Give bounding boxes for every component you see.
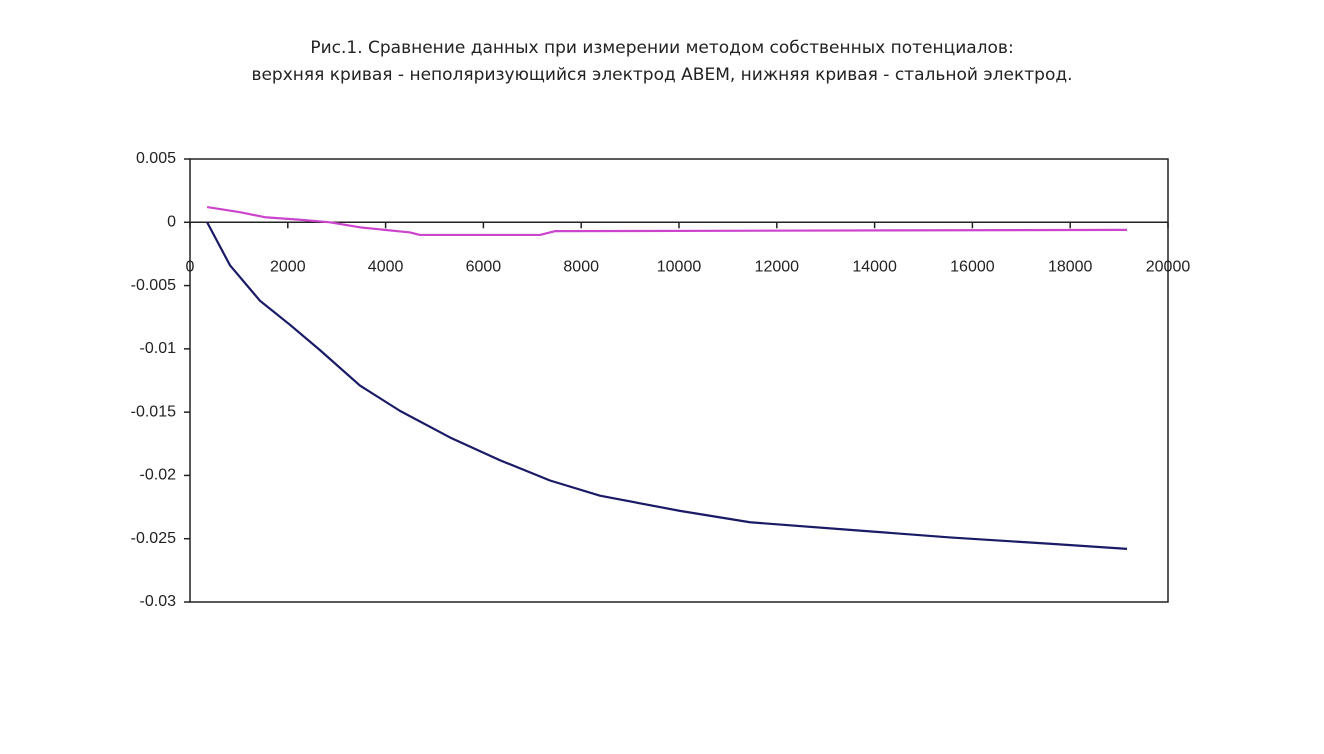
data-line	[206, 221, 1128, 550]
chart-subtitle: верхняя кривая - неполяризующийся электр…	[251, 65, 1072, 85]
y-tick-label: -0.02	[140, 467, 177, 484]
chart-title: Рис.1. Сравнение данных при измерении ме…	[310, 38, 1013, 58]
x-tick-label: 20000	[1146, 259, 1191, 276]
x-tick-label: 6000	[466, 259, 502, 276]
plot-frame	[189, 158, 1169, 603]
x-tick-label: 8000	[563, 259, 599, 276]
data-line	[206, 206, 1128, 237]
y-tick-label: 0.005	[136, 150, 176, 167]
y-tick-label: 0	[167, 214, 176, 231]
x-tick-label: 10000	[657, 259, 702, 276]
x-tick-label: 12000	[755, 259, 800, 276]
x-tick-label: 18000	[1048, 259, 1093, 276]
x-tick-label: 0	[186, 259, 195, 276]
y-tick-label: -0.005	[131, 277, 176, 294]
x-tick-label: 2000	[270, 259, 306, 276]
y-tick-label: -0.025	[131, 530, 176, 547]
x-tick-label: 4000	[368, 259, 404, 276]
x-tick-label: 14000	[852, 259, 897, 276]
x-tick-label: 16000	[950, 259, 995, 276]
y-tick-label: -0.03	[140, 593, 177, 610]
y-tick-label: -0.01	[140, 340, 177, 357]
y-tick-label: -0.015	[131, 403, 176, 420]
